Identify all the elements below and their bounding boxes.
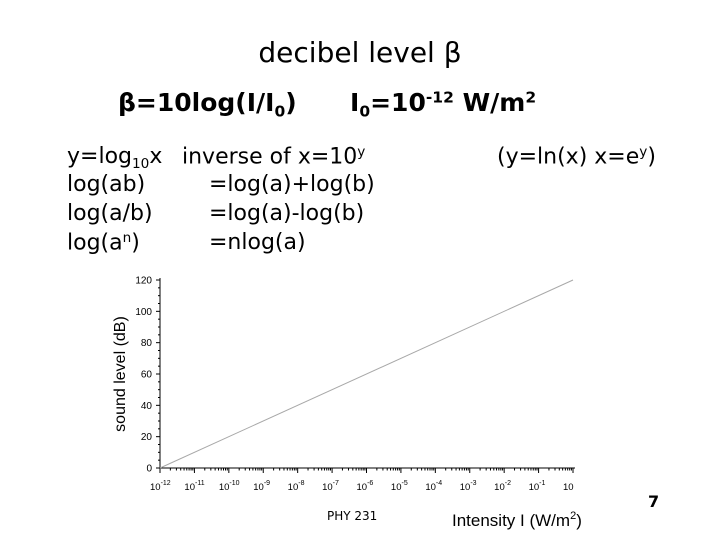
beta-formula: β=10log(I/I0) [118,88,297,120]
natural-log-note-post: ) [647,144,656,170]
x-tick-label: 10-8 [288,480,305,493]
natural-log-note-pre: (y=ln(x) x=e [497,144,640,170]
x-axis-label: Intensity I (W/m2) [452,510,582,530]
reference-intensity-formula: I0=10-12 W/m2 [350,88,536,120]
x-tick-label: 10-1 [529,480,546,493]
natural-log-note-sup: y [639,144,648,160]
log-rule-product: log(ab) [67,172,146,197]
y-tick-label: 20 [141,432,153,443]
log-rule-log10: y=log10x [67,144,162,172]
slide-number: 7 [648,492,660,511]
log-rule-power-pre: log(a [67,230,123,256]
x-tick-label: 10 [563,482,574,493]
log-rule-power: log(an) [67,230,140,256]
y-tick-label: 100 [135,307,152,318]
y-tick-label: 120 [135,276,152,287]
y-axis-label: sound level (dB) [112,316,129,432]
x-tick-label: 10-5 [391,480,408,493]
x-tick-label: 10-11 [184,480,204,493]
log-rule-quotient: log(a/b) [67,201,153,226]
quotient-result: =log(a)-log(b) [209,201,365,226]
log-rule-log10-post: x [149,144,163,169]
slide-title: decibel level β [258,36,462,69]
natural-log-note: (y=ln(x) x=ey) [497,144,656,170]
y-tick-label: 0 [146,464,152,475]
beta-formula-close: ) [285,88,297,117]
x-tick-label: 10-4 [425,480,442,493]
log-rule-log10-sub: 10 [132,155,150,172]
i0-unit: W/m [453,88,526,117]
x-tick-label: 10-2 [494,480,511,493]
inverse-rule-sup: y [357,144,366,160]
x-tick-label: 10-9 [253,480,270,493]
y-tick-label: 40 [141,401,153,412]
y-tick-label: 60 [141,370,153,381]
beta-formula-sub: 0 [274,102,286,121]
series-line [159,279,574,469]
x-tick-label: 10-12 [150,480,171,493]
log-rule-power-sup: n [122,230,132,246]
power-result: =nlog(a) [209,230,306,255]
log-rule-log10-pre: y=log [67,144,132,169]
x-tick-label: 10-7 [322,480,339,493]
log-rule-power-post: ) [131,230,140,256]
i0-sub: 0 [359,102,371,121]
product-result: =log(a)+log(b) [209,172,375,197]
x-tick-label: 10-10 [219,480,240,493]
decibel-chart: 0 20 40 60 80 100 120 10-12 10-11 10-10 10-9 10-8 10… [112,276,582,531]
inverse-rule: inverse of x=10y [182,144,365,170]
inverse-rule-pre: inverse of x=10 [182,144,358,170]
i0-base: I [350,88,360,117]
i0-exp: -12 [425,88,454,107]
i0-unit-sup: 2 [525,88,537,107]
footer-course: PHY 231 [327,509,378,523]
y-tick-label: 80 [141,338,153,349]
x-tick-label: 10-6 [357,480,374,493]
x-tick-label: 10-3 [460,480,477,493]
beta-formula-lhs: β=10log(I/I [118,88,275,117]
i0-eq: =10 [370,88,426,117]
